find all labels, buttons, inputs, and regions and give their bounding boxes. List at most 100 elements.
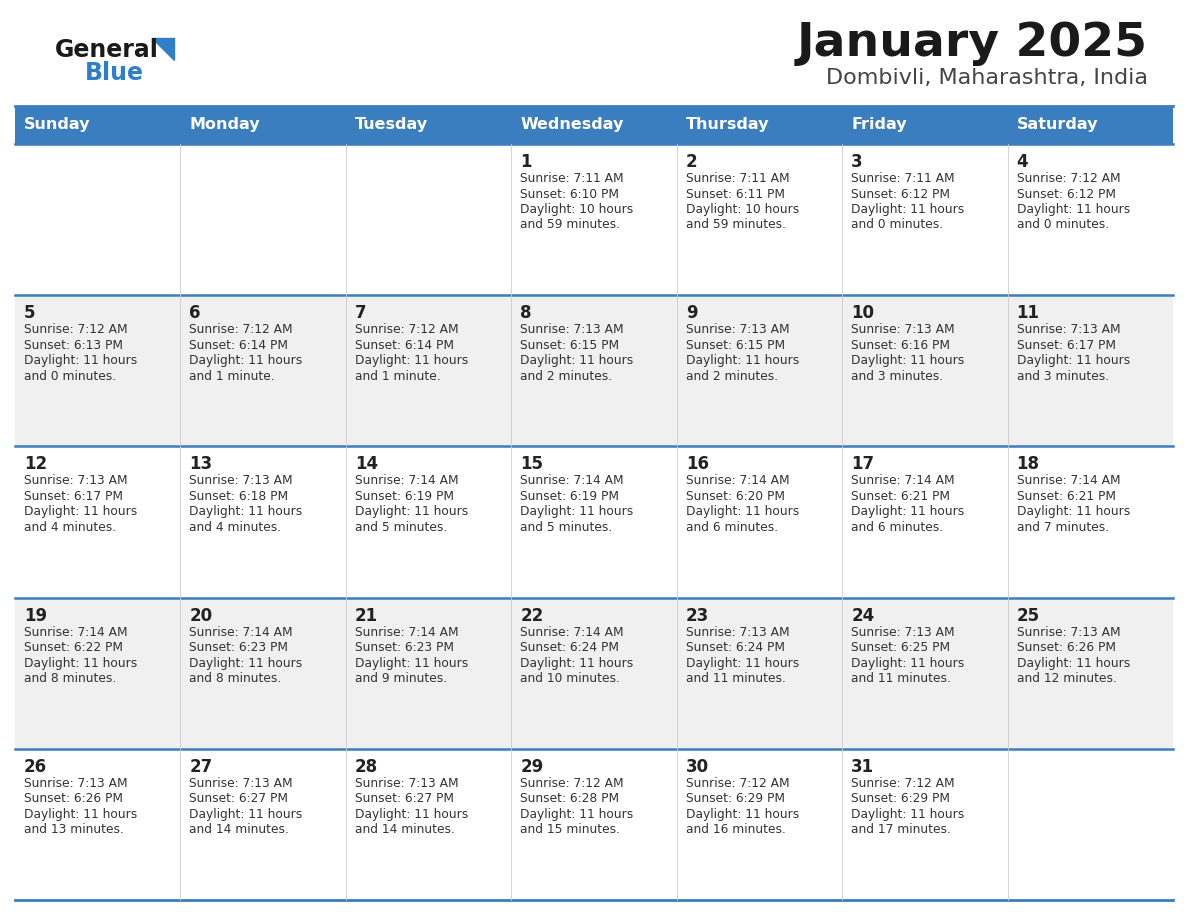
Text: 6: 6 <box>189 304 201 322</box>
Text: Sunrise: 7:12 AM: Sunrise: 7:12 AM <box>685 777 789 789</box>
Text: 26: 26 <box>24 757 48 776</box>
Text: Sunrise: 7:11 AM: Sunrise: 7:11 AM <box>520 172 624 185</box>
Text: and 1 minute.: and 1 minute. <box>355 370 441 383</box>
Text: Sunset: 6:15 PM: Sunset: 6:15 PM <box>520 339 619 352</box>
Text: Sunset: 6:17 PM: Sunset: 6:17 PM <box>24 490 124 503</box>
Text: Sunrise: 7:13 AM: Sunrise: 7:13 AM <box>685 625 789 639</box>
Text: 10: 10 <box>851 304 874 322</box>
Text: and 5 minutes.: and 5 minutes. <box>520 521 613 534</box>
Text: Thursday: Thursday <box>685 118 769 132</box>
Text: and 17 minutes.: and 17 minutes. <box>851 823 952 836</box>
Bar <box>842 106 1007 144</box>
Text: and 14 minutes.: and 14 minutes. <box>355 823 455 836</box>
Text: Daylight: 11 hours: Daylight: 11 hours <box>851 656 965 669</box>
Text: and 6 minutes.: and 6 minutes. <box>685 521 778 534</box>
Text: Sunrise: 7:14 AM: Sunrise: 7:14 AM <box>355 475 459 487</box>
Text: Sunset: 6:24 PM: Sunset: 6:24 PM <box>685 641 785 655</box>
Text: and 3 minutes.: and 3 minutes. <box>1017 370 1108 383</box>
Text: 14: 14 <box>355 455 378 474</box>
Text: Daylight: 11 hours: Daylight: 11 hours <box>189 808 303 821</box>
Text: Sunrise: 7:13 AM: Sunrise: 7:13 AM <box>24 777 127 789</box>
Text: Sunset: 6:29 PM: Sunset: 6:29 PM <box>685 792 785 805</box>
Text: Sunset: 6:12 PM: Sunset: 6:12 PM <box>851 187 950 200</box>
Text: 1: 1 <box>520 153 532 171</box>
Text: and 4 minutes.: and 4 minutes. <box>24 521 116 534</box>
Text: 8: 8 <box>520 304 532 322</box>
Text: Sunset: 6:21 PM: Sunset: 6:21 PM <box>1017 490 1116 503</box>
Text: Daylight: 11 hours: Daylight: 11 hours <box>851 354 965 367</box>
Text: Sunset: 6:25 PM: Sunset: 6:25 PM <box>851 641 950 655</box>
Text: Daylight: 11 hours: Daylight: 11 hours <box>189 354 303 367</box>
Text: Daylight: 10 hours: Daylight: 10 hours <box>520 203 633 216</box>
Text: Sunrise: 7:13 AM: Sunrise: 7:13 AM <box>189 475 293 487</box>
Text: 11: 11 <box>1017 304 1040 322</box>
Text: Daylight: 11 hours: Daylight: 11 hours <box>24 808 138 821</box>
Text: Daylight: 11 hours: Daylight: 11 hours <box>355 656 468 669</box>
Text: and 11 minutes.: and 11 minutes. <box>851 672 952 685</box>
Text: Sunset: 6:17 PM: Sunset: 6:17 PM <box>1017 339 1116 352</box>
Bar <box>181 106 346 144</box>
Text: and 8 minutes.: and 8 minutes. <box>189 672 282 685</box>
Bar <box>15 144 1173 296</box>
Text: and 3 minutes.: and 3 minutes. <box>851 370 943 383</box>
Text: Daylight: 11 hours: Daylight: 11 hours <box>685 656 800 669</box>
Text: Sunset: 6:22 PM: Sunset: 6:22 PM <box>24 641 124 655</box>
Text: 28: 28 <box>355 757 378 776</box>
Text: Sunset: 6:12 PM: Sunset: 6:12 PM <box>1017 187 1116 200</box>
Polygon shape <box>152 38 173 60</box>
Text: 4: 4 <box>1017 153 1028 171</box>
Text: and 59 minutes.: and 59 minutes. <box>685 218 785 231</box>
Text: Daylight: 11 hours: Daylight: 11 hours <box>189 506 303 519</box>
Text: Sunday: Sunday <box>24 118 90 132</box>
Text: Sunrise: 7:14 AM: Sunrise: 7:14 AM <box>851 475 955 487</box>
Text: and 15 minutes.: and 15 minutes. <box>520 823 620 836</box>
Text: Daylight: 11 hours: Daylight: 11 hours <box>685 808 800 821</box>
Text: and 8 minutes.: and 8 minutes. <box>24 672 116 685</box>
Text: 21: 21 <box>355 607 378 624</box>
Text: Sunrise: 7:14 AM: Sunrise: 7:14 AM <box>24 625 127 639</box>
Text: and 5 minutes.: and 5 minutes. <box>355 521 447 534</box>
Text: Daylight: 11 hours: Daylight: 11 hours <box>355 506 468 519</box>
Text: 16: 16 <box>685 455 709 474</box>
Text: 3: 3 <box>851 153 862 171</box>
Text: and 12 minutes.: and 12 minutes. <box>1017 672 1117 685</box>
Text: 17: 17 <box>851 455 874 474</box>
Text: 7: 7 <box>355 304 366 322</box>
Text: and 59 minutes.: and 59 minutes. <box>520 218 620 231</box>
Text: Daylight: 11 hours: Daylight: 11 hours <box>520 656 633 669</box>
Text: Daylight: 11 hours: Daylight: 11 hours <box>851 203 965 216</box>
Text: Sunrise: 7:13 AM: Sunrise: 7:13 AM <box>189 777 293 789</box>
Text: Daylight: 11 hours: Daylight: 11 hours <box>851 506 965 519</box>
Text: Sunset: 6:11 PM: Sunset: 6:11 PM <box>685 187 785 200</box>
Text: 5: 5 <box>24 304 36 322</box>
Text: and 9 minutes.: and 9 minutes. <box>355 672 447 685</box>
Text: Saturday: Saturday <box>1017 118 1098 132</box>
Text: Daylight: 11 hours: Daylight: 11 hours <box>851 808 965 821</box>
Text: Daylight: 11 hours: Daylight: 11 hours <box>24 506 138 519</box>
Text: Sunrise: 7:13 AM: Sunrise: 7:13 AM <box>24 475 127 487</box>
Text: Sunrise: 7:11 AM: Sunrise: 7:11 AM <box>851 172 955 185</box>
Text: Friday: Friday <box>851 118 906 132</box>
Text: Sunset: 6:28 PM: Sunset: 6:28 PM <box>520 792 619 805</box>
Text: Daylight: 10 hours: Daylight: 10 hours <box>685 203 800 216</box>
Text: Sunset: 6:26 PM: Sunset: 6:26 PM <box>24 792 124 805</box>
Text: and 13 minutes.: and 13 minutes. <box>24 823 124 836</box>
Text: Sunrise: 7:12 AM: Sunrise: 7:12 AM <box>24 323 127 336</box>
Text: Sunrise: 7:14 AM: Sunrise: 7:14 AM <box>520 475 624 487</box>
Bar <box>15 446 1173 598</box>
Text: Sunrise: 7:14 AM: Sunrise: 7:14 AM <box>1017 475 1120 487</box>
Bar <box>15 106 181 144</box>
Text: Sunrise: 7:12 AM: Sunrise: 7:12 AM <box>355 323 459 336</box>
Text: Sunset: 6:13 PM: Sunset: 6:13 PM <box>24 339 124 352</box>
Text: and 16 minutes.: and 16 minutes. <box>685 823 785 836</box>
Text: Sunrise: 7:13 AM: Sunrise: 7:13 AM <box>1017 323 1120 336</box>
Text: Sunrise: 7:14 AM: Sunrise: 7:14 AM <box>685 475 789 487</box>
Text: and 14 minutes.: and 14 minutes. <box>189 823 290 836</box>
Text: 18: 18 <box>1017 455 1040 474</box>
Text: Sunrise: 7:13 AM: Sunrise: 7:13 AM <box>851 625 955 639</box>
Text: General: General <box>55 38 159 62</box>
Text: and 2 minutes.: and 2 minutes. <box>685 370 778 383</box>
Bar <box>15 296 1173 446</box>
Bar <box>511 106 677 144</box>
Text: Sunset: 6:19 PM: Sunset: 6:19 PM <box>520 490 619 503</box>
